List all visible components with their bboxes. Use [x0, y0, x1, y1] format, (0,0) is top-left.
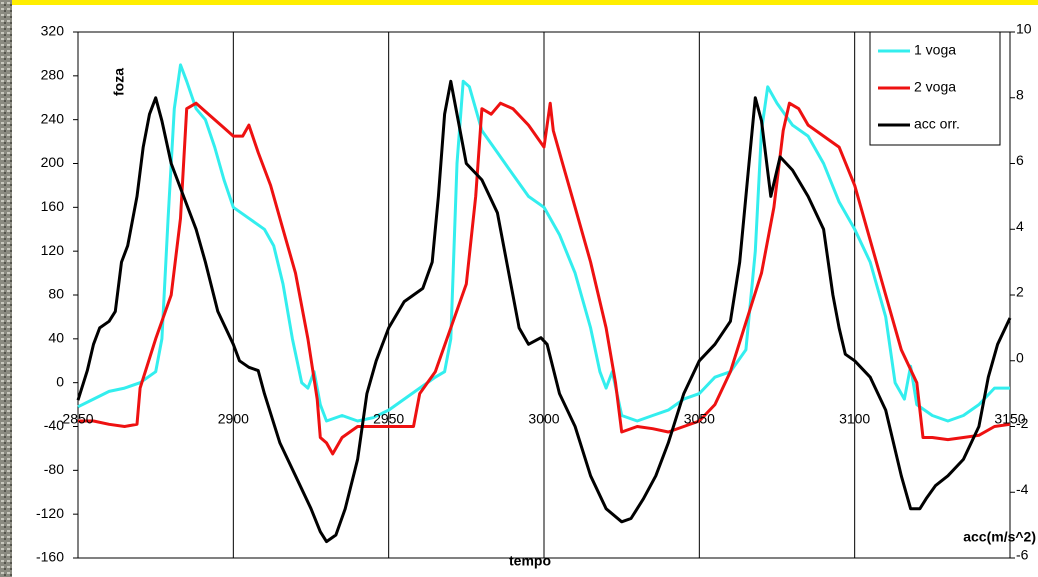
- y-tick-label: 160: [41, 198, 65, 214]
- y-tick-label: 0: [56, 373, 64, 389]
- y2-tick-label: 4: [1016, 218, 1024, 234]
- y2-tick-label: -4: [1016, 481, 1029, 497]
- y-tick-label: -80: [44, 461, 64, 477]
- series-line: [77, 63, 1010, 423]
- x-tick-label: 2950: [373, 411, 404, 427]
- y-tick-label: 320: [41, 23, 65, 39]
- x-axis-label: tempo: [509, 553, 551, 569]
- series-line: [76, 79, 1012, 544]
- y-tick-label: 40: [48, 330, 64, 346]
- y2-tick-label: 8: [1016, 86, 1024, 102]
- y2-tick-label: 2: [1016, 284, 1024, 300]
- y2-tick-label: 6: [1016, 152, 1024, 168]
- y-tick-label: 200: [41, 154, 65, 170]
- legend-label: 1 voga: [914, 42, 956, 58]
- y-tick-label: 80: [48, 286, 64, 302]
- series-line: [78, 101, 1011, 456]
- y2-tick-label: -2: [1016, 415, 1029, 431]
- x-tick-label: 3100: [839, 411, 870, 427]
- x-tick-label: 2900: [218, 411, 249, 427]
- legend-label: acc orr.: [914, 116, 960, 132]
- legend-label: 2 voga: [914, 79, 956, 95]
- x-tick-label: 2850: [62, 411, 93, 427]
- y-axis-label: foza: [111, 68, 127, 96]
- y2-tick-label: 10: [1016, 21, 1032, 37]
- left-strip: [0, 0, 12, 577]
- y-tick-label: 280: [41, 67, 65, 83]
- y-tick-label: -120: [36, 505, 64, 521]
- x-tick-label: 3150: [994, 411, 1025, 427]
- x-tick-label: 3000: [528, 411, 559, 427]
- y-tick-label: -160: [36, 549, 64, 565]
- y2-tick-label: -6: [1016, 547, 1029, 563]
- y-tick-label: -40: [44, 417, 64, 433]
- y2-axis-label: acc(m/s^2): [963, 529, 1036, 545]
- y-tick-label: 240: [41, 110, 65, 126]
- y-tick-label: 120: [41, 242, 65, 258]
- x-tick-label: 3050: [684, 411, 715, 427]
- y2-tick-label: 0: [1016, 349, 1024, 365]
- top-band: [0, 0, 1038, 5]
